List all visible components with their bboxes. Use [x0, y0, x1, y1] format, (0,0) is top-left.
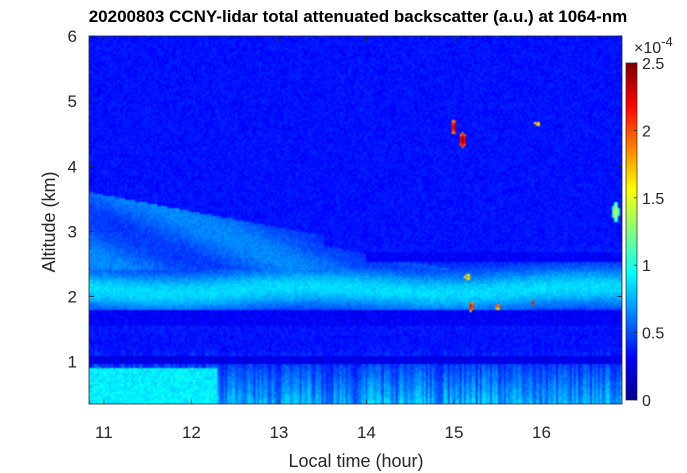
colorbar-exponent-base: ×10 — [634, 40, 661, 57]
colorbar-tick-label: 1 — [642, 258, 651, 275]
colorbar-exponent-power: -4 — [661, 34, 673, 49]
colorbar-ticks: 0 0.5 1 1.5 2 2.5 — [634, 56, 664, 410]
plot-area — [88, 35, 623, 405]
x-tick-label: 16 — [532, 423, 551, 442]
colorbar-gradient — [625, 62, 638, 401]
y-tick-label: 3 — [68, 222, 77, 241]
colorbar-tick-label: 0.5 — [642, 326, 664, 343]
y-tick-label: 6 — [68, 27, 77, 46]
colorbar-tick-label: 2.5 — [642, 56, 664, 73]
y-axis-label: Altitude (km) — [39, 171, 59, 272]
y-axis-ticks: 1 2 3 4 5 6 — [68, 27, 622, 372]
chart-title: 20200803 CCNY-lidar total attenuated bac… — [89, 7, 628, 26]
colorbar-tick-label: 0 — [642, 393, 651, 410]
colorbar-tick-label: 2 — [642, 123, 651, 140]
y-tick-label: 2 — [68, 288, 77, 307]
x-tick-label: 13 — [269, 423, 288, 442]
colorbar-exponent: ×10-4 — [634, 34, 673, 57]
y-tick-label: 4 — [68, 157, 77, 176]
x-tick-label: 12 — [182, 423, 201, 442]
x-tick-label: 11 — [95, 423, 113, 442]
colorbar: 0 0.5 1 1.5 2 2.5 ×10-4 — [625, 34, 673, 410]
x-tick-label: 15 — [444, 423, 463, 442]
backscatter-heatmap — [89, 36, 622, 404]
x-tick-label: 14 — [357, 423, 376, 442]
colorbar-tick-label: 1.5 — [642, 191, 664, 208]
y-tick-label: 5 — [68, 92, 77, 111]
x-axis-ticks: 11 12 13 14 15 16 — [95, 36, 551, 442]
plot-frame — [88, 35, 623, 405]
y-tick-label: 1 — [68, 353, 77, 372]
x-axis-label: Local time (hour) — [288, 451, 423, 471]
